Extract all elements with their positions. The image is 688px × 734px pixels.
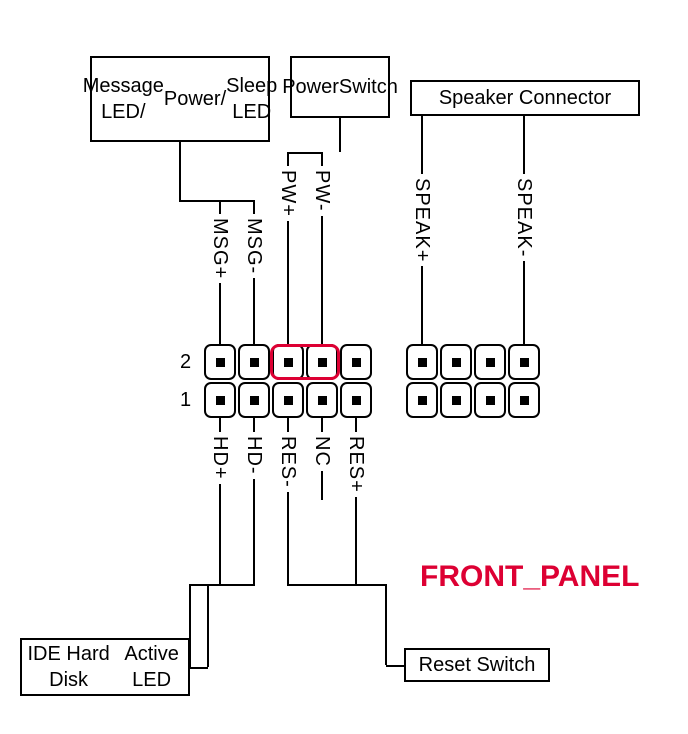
highlight-pins bbox=[270, 344, 340, 380]
pin-row1-col8 bbox=[474, 382, 506, 418]
pin-row2-col8 bbox=[474, 344, 506, 380]
power_sw-box: PowerSwitch bbox=[290, 56, 390, 118]
pin-row2-col6 bbox=[406, 344, 438, 380]
pin-row1-col5 bbox=[340, 382, 372, 418]
pin-row1-col6 bbox=[406, 382, 438, 418]
label-MSG-minus: MSG- bbox=[242, 214, 265, 278]
msg_led-box: Message LED/Power/Sleep LED bbox=[90, 56, 270, 142]
label-SPEAK-minusplus: SPEAK+ bbox=[410, 174, 433, 266]
pin-row1-col4 bbox=[306, 382, 338, 418]
label-RES-minus: RES- bbox=[276, 432, 299, 492]
label-SPEAK-minus: SPEAK- bbox=[512, 174, 535, 261]
pin-row2-col2 bbox=[238, 344, 270, 380]
row-label-1: 1 bbox=[180, 389, 191, 412]
label-MSG-minusplus: MSG+ bbox=[208, 214, 231, 283]
pin-row2-col7 bbox=[440, 344, 472, 380]
pin-row1-col2 bbox=[238, 382, 270, 418]
pin-row1-col7 bbox=[440, 382, 472, 418]
pin-row2-col1 bbox=[204, 344, 236, 380]
row-label-2: 2 bbox=[180, 351, 191, 374]
diagram-title: FRONT_PANEL bbox=[420, 560, 639, 594]
pin-row2-col9 bbox=[508, 344, 540, 380]
pin-row2-col5 bbox=[340, 344, 372, 380]
label-NC: NC bbox=[310, 432, 333, 471]
label-HD-minusplus: HD+ bbox=[208, 432, 231, 484]
label-PW-minus: PW- bbox=[310, 166, 333, 216]
pin-row1-col1 bbox=[204, 382, 236, 418]
pin-row1-col9 bbox=[508, 382, 540, 418]
pin-row1-col3 bbox=[272, 382, 304, 418]
label-PW-minusplus: PW+ bbox=[276, 166, 299, 221]
label-HD-minus: HD- bbox=[242, 432, 265, 479]
speaker-box: Speaker Connector bbox=[410, 80, 640, 116]
ide_led-box: IDE Hard DiskActive LED bbox=[20, 638, 190, 696]
reset_sw-box: Reset Switch bbox=[404, 648, 550, 682]
label-RES-minusplus: RES+ bbox=[344, 432, 367, 497]
